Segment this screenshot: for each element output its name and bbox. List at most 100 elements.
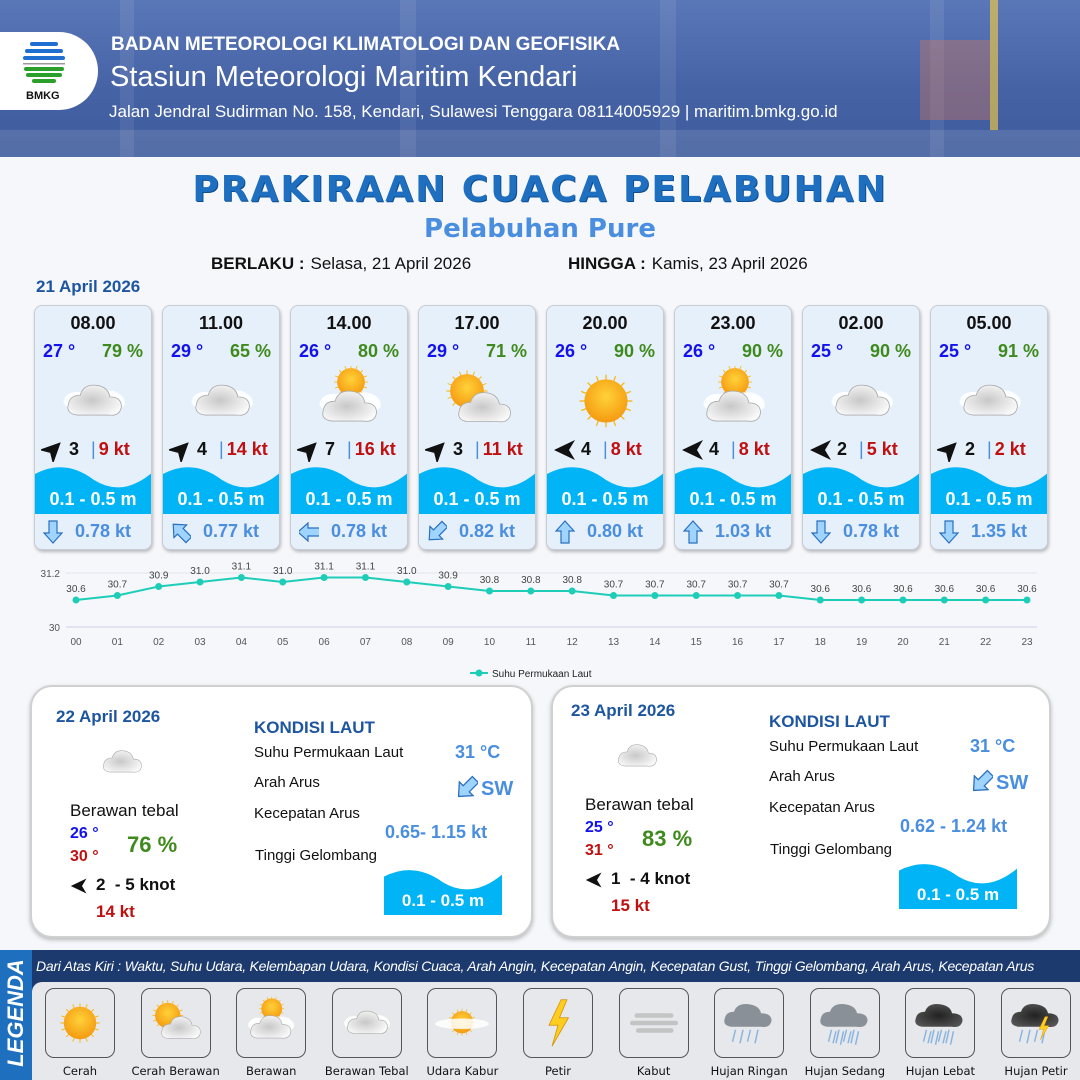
- data-point: [651, 592, 659, 599]
- gust-speed: 15 kt: [611, 896, 650, 915]
- air-temperature: 25 °: [811, 341, 844, 361]
- legend-item-label: Berawan Tebal: [324, 1064, 409, 1078]
- wind-speed: 3: [69, 439, 80, 459]
- wind-direction-icon: [425, 438, 449, 462]
- humidity: 91 %: [997, 341, 1039, 361]
- temp-max: 30 °: [70, 848, 99, 865]
- legend-item-hujan-ringan: Hujan Ringan: [701, 988, 797, 1078]
- gust-speed: 14 kt: [226, 439, 268, 459]
- wave-icon: [384, 870, 502, 915]
- wind-speed: 2: [965, 439, 976, 459]
- current-direction-icon: [939, 520, 959, 544]
- current-speed: 0.78 kt: [331, 521, 388, 541]
- separator: |: [859, 439, 864, 459]
- x-tick-label: 09: [443, 637, 455, 648]
- y-tick-label: 30: [49, 623, 61, 634]
- forecast-time: 02.00: [838, 313, 884, 333]
- berawan-icon: [310, 366, 390, 436]
- data-label: 31.0: [273, 566, 293, 577]
- x-tick-label: 02: [153, 637, 165, 648]
- data-point: [155, 583, 163, 590]
- temp-min: 26 °: [70, 825, 99, 842]
- legend-icon-box: [236, 988, 307, 1058]
- separator: |: [475, 439, 480, 459]
- data-label: 31.0: [190, 566, 210, 577]
- legend-label: Suhu Permukaan Laut: [492, 669, 592, 680]
- forecast-time: 20.00: [582, 313, 628, 333]
- x-tick-label: 18: [815, 637, 827, 648]
- cerah-icon: [566, 366, 646, 436]
- wind-speed: 4: [709, 439, 720, 459]
- data-label: 31.1: [314, 562, 334, 573]
- data-point: [196, 578, 204, 586]
- berawan-tebal-icon: [337, 995, 397, 1051]
- wave-height: 0.1 - 0.5 m: [305, 489, 393, 509]
- humidity: 83 %: [642, 826, 693, 851]
- current-direction-icon: [299, 520, 319, 544]
- wind-direction-icon: [297, 438, 321, 462]
- current-speed: 0.65- 1.15 kt: [385, 822, 488, 842]
- wave-icon: [931, 467, 1047, 514]
- data-point: [444, 583, 452, 590]
- gust-speed: 14 kt: [96, 902, 135, 921]
- legend-item-berawan: Berawan: [223, 988, 319, 1078]
- x-tick-label: 04: [236, 637, 248, 648]
- wind-speed: 3: [453, 439, 464, 459]
- legend-item-cerah-berawan: Cerah Berawan: [128, 988, 224, 1078]
- data-point: [113, 592, 121, 599]
- valid-to: HINGGA : Kamis, 23 April 2026: [568, 254, 808, 274]
- valid-from: BERLAKU : Selasa, 21 April 2026: [211, 254, 471, 274]
- forecast-card-0500: 05.00 25 ° 91 % 2 | 2 kt 0.1 - 0.5 m 1.3…: [930, 305, 1048, 550]
- sst-value: 31 °C: [970, 736, 1016, 756]
- forecast-card-0200: 02.00 25 ° 90 % 2 | 5 kt 0.1 - 0.5 m 0.7…: [802, 305, 920, 550]
- forecast-time: 05.00: [966, 313, 1012, 333]
- station-name: Stasiun Meteorologi Maritim Kendari: [110, 61, 578, 93]
- current-direction-label: Arah Arus: [254, 774, 320, 791]
- current-direction-icon: [971, 769, 993, 795]
- forecast-time: 14.00: [326, 313, 372, 333]
- legend-item-hujan-lebat: Hujan Lebat: [892, 988, 988, 1078]
- day-summary-panel: 23 April 2026 Berawan tebal 25 ° 31 ° 83…: [551, 685, 1051, 938]
- legend-icon-box: [1001, 988, 1071, 1058]
- humidity: 79 %: [101, 341, 143, 361]
- data-point: [899, 596, 907, 604]
- x-tick-label: 23: [1021, 637, 1033, 648]
- weather-condition: Berawan tebal: [585, 795, 694, 814]
- legend-icon-box: [331, 988, 402, 1058]
- x-tick-label: 21: [939, 637, 951, 648]
- current-direction-icon: [683, 520, 703, 544]
- wave-height: 0.1 - 0.5 m: [433, 489, 521, 509]
- sst-label: Suhu Permukaan Laut: [254, 744, 404, 761]
- humidity: 90 %: [613, 341, 655, 361]
- air-temperature: 26 °: [555, 341, 588, 361]
- page-title: PRAKIRAAN CUACA PELABUHAN: [192, 169, 888, 210]
- gust-group: | 16 kt: [347, 439, 396, 460]
- legend-icon-box: [140, 988, 211, 1058]
- berawan-tebal-icon: [92, 737, 152, 787]
- x-tick-label: 07: [360, 637, 372, 648]
- legend-label: LEGENDA: [3, 959, 28, 1067]
- logo-text: BMKG: [26, 90, 60, 102]
- wind-speed: 4: [581, 439, 592, 459]
- wave-height: 0.1 - 0.5 m: [689, 489, 777, 509]
- x-tick-label: 16: [732, 637, 744, 648]
- data-point: [692, 592, 700, 599]
- legend-item-hujan-sedang: Hujan Sedang: [797, 988, 893, 1078]
- petir-icon: [528, 995, 588, 1051]
- separator: |: [731, 439, 736, 459]
- weather-condition: Berawan tebal: [70, 801, 179, 820]
- legend-item-petir: Petir: [510, 988, 606, 1078]
- wind-direction-icon: [169, 438, 193, 462]
- gust-speed: 11 kt: [482, 439, 523, 459]
- forecast-card-0800: 08.00 27 ° 79 % 3 | 9 kt 0.1 - 0.5 m 0.7…: [34, 305, 152, 550]
- x-tick-label: 14: [649, 637, 661, 648]
- series-line: [75, 576, 1027, 601]
- gust-group: | 11 kt: [475, 439, 523, 460]
- data-label: 31.1: [232, 562, 252, 573]
- forecast-time: 11.00: [198, 313, 244, 333]
- forecast-time: 23.00: [710, 313, 756, 333]
- legend-marker: [475, 669, 483, 677]
- legend-icon-box: [905, 988, 976, 1058]
- berawan-icon: [241, 995, 301, 1051]
- wave-icon: [163, 467, 279, 514]
